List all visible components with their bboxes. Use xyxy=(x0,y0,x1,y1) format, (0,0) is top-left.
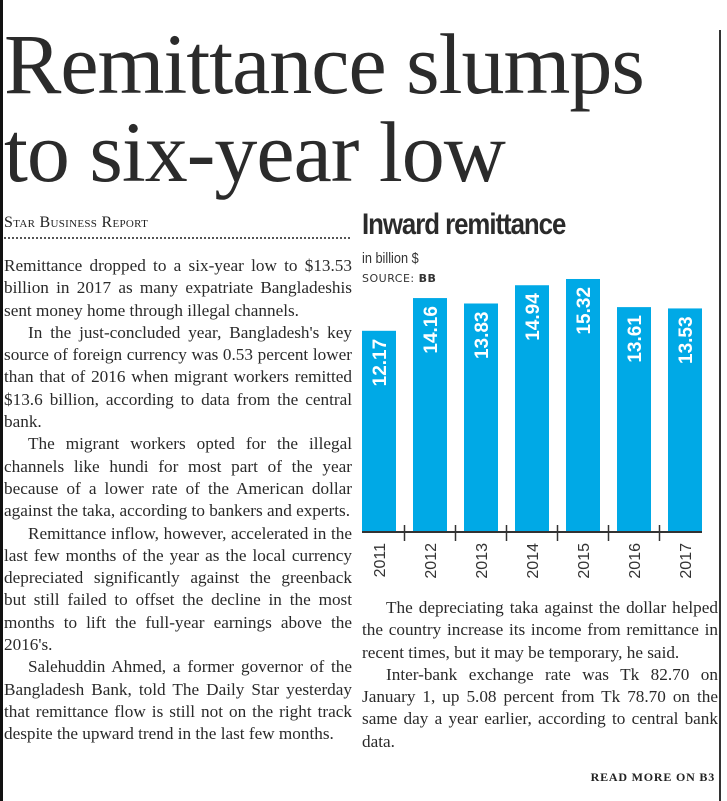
year-label-2017: 2017 xyxy=(678,543,695,579)
year-label-2015: 2015 xyxy=(576,543,593,579)
bar-2015 xyxy=(566,278,600,531)
source-value: BB xyxy=(418,272,437,285)
year-label-2014: 2014 xyxy=(525,543,542,579)
value-label-2014: 14.94 xyxy=(523,293,544,341)
year-label-2013: 2013 xyxy=(474,543,491,579)
bar-2014 xyxy=(515,285,549,531)
article-right-column: The depreciating taka against the dollar… xyxy=(362,597,718,753)
paragraph: Remittance inflow, however, accelerated … xyxy=(4,523,352,655)
bar-2012 xyxy=(413,298,447,531)
paragraph: The migrant workers opted for the illega… xyxy=(4,434,352,521)
column-rule xyxy=(719,30,721,801)
byline: Star Business Report xyxy=(4,214,149,231)
bar-2017 xyxy=(668,308,702,531)
remittance-bar-chart: 12.17 2011 14.16 2012 13.83 2013 14.94 2014 15.3… xyxy=(362,278,702,579)
article-left-column: Remittance dropped to a six-year low to … xyxy=(4,255,352,746)
value-label-2013: 13.83 xyxy=(472,311,493,359)
left-border xyxy=(0,0,3,801)
value-label-2012: 14.16 xyxy=(421,306,442,354)
year-label-2011: 2011 xyxy=(372,543,389,578)
bar-2016 xyxy=(617,307,651,531)
value-label-2016: 13.61 xyxy=(625,315,646,363)
paragraph: In the just-concluded year, Bangladesh's… xyxy=(4,322,352,432)
read-more-link[interactable]: READ MORE ON B3 xyxy=(590,770,715,784)
year-label-2016: 2016 xyxy=(627,543,644,579)
dotted-divider xyxy=(4,237,350,239)
value-label-2015: 15.32 xyxy=(574,287,595,335)
year-label-2012: 2012 xyxy=(423,543,440,579)
paragraph: Salehuddin Ahmed, a former governor of t… xyxy=(4,657,352,744)
headline-line-2: to six-year low xyxy=(4,104,506,200)
paragraph: The depreciating taka against the dollar… xyxy=(362,598,718,662)
headline: Remittance slumps to six-year low xyxy=(4,20,719,196)
chart-unit: in billion $ xyxy=(362,250,419,267)
paragraph: Remittance dropped to a six-year low to … xyxy=(4,256,352,320)
value-label-2011: 12.17 xyxy=(370,339,391,387)
value-label-2017: 13.53 xyxy=(676,316,697,364)
chart-title: Inward remittance xyxy=(362,208,566,241)
paragraph: Inter-bank exchange rate was Tk 82.70 on… xyxy=(362,664,718,751)
chart-source: SOURCE: BB xyxy=(362,272,436,285)
bar-2011 xyxy=(362,330,396,531)
headline-line-1: Remittance slumps xyxy=(4,16,645,112)
source-label: SOURCE: xyxy=(362,272,415,285)
bar-2013 xyxy=(464,303,498,531)
